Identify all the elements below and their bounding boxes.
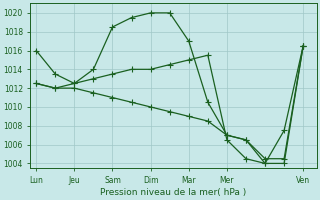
X-axis label: Pression niveau de la mer( hPa ): Pression niveau de la mer( hPa ) — [100, 188, 247, 197]
